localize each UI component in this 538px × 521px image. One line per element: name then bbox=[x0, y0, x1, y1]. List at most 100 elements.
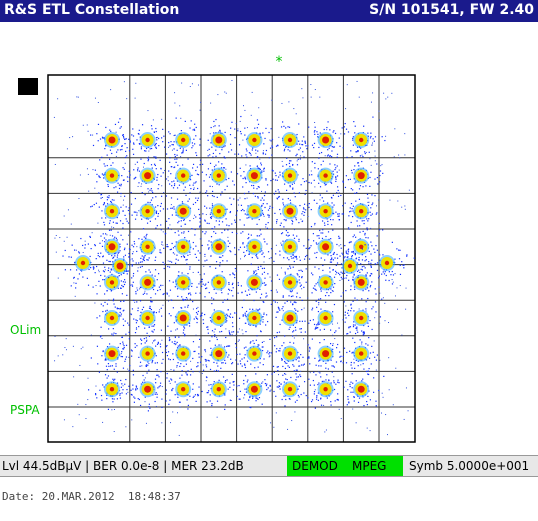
noise-dot bbox=[55, 251, 57, 253]
spread-dot bbox=[348, 228, 350, 230]
spread-dot bbox=[201, 356, 203, 358]
spread-dot bbox=[104, 165, 106, 167]
spread-dot bbox=[367, 135, 370, 137]
spread-dot bbox=[248, 323, 250, 325]
spread-dot bbox=[369, 176, 371, 179]
spread-dot bbox=[266, 295, 268, 297]
spread-dot bbox=[396, 248, 398, 250]
spread-dot bbox=[152, 288, 155, 291]
spread-dot bbox=[263, 282, 266, 284]
spread-dot bbox=[242, 243, 244, 245]
spread-dot bbox=[199, 159, 202, 161]
noise-dot bbox=[174, 102, 176, 104]
noise-dot bbox=[258, 107, 260, 109]
spread-dot bbox=[199, 338, 201, 340]
date: Date: 20.MAR.2012 18:48:37 bbox=[2, 490, 181, 503]
spread-dot bbox=[199, 292, 201, 294]
spread-dot bbox=[89, 235, 91, 238]
spread-dot bbox=[211, 204, 214, 206]
spread-dot bbox=[345, 380, 347, 382]
spread-dot bbox=[371, 259, 373, 261]
spread-dot bbox=[122, 285, 124, 288]
noise-dot bbox=[276, 222, 278, 224]
spread-dot bbox=[294, 255, 296, 258]
spread-dot bbox=[252, 184, 255, 187]
spread-dot bbox=[119, 394, 121, 396]
spread-dot bbox=[209, 266, 211, 268]
spread-dot bbox=[321, 220, 324, 222]
spread-dot bbox=[262, 153, 264, 155]
spread-dot bbox=[216, 362, 218, 364]
spread-dot bbox=[115, 332, 117, 335]
spread-dot bbox=[181, 201, 184, 203]
spread-dot bbox=[369, 137, 372, 139]
spread-dot bbox=[122, 227, 124, 229]
spread-dot bbox=[227, 388, 229, 390]
spread-dot bbox=[312, 233, 314, 235]
noise-dot bbox=[92, 134, 94, 136]
spread-dot bbox=[154, 164, 156, 167]
spread-dot bbox=[166, 377, 168, 379]
spread-dot bbox=[346, 351, 348, 354]
spread-dot bbox=[323, 328, 326, 330]
spread-dot bbox=[175, 117, 177, 119]
spread-dot bbox=[157, 212, 160, 215]
spread-dot bbox=[265, 296, 267, 298]
spread-dot bbox=[359, 185, 362, 187]
noise-dot bbox=[295, 113, 297, 115]
spread-dot bbox=[379, 181, 381, 183]
spread-dot bbox=[264, 241, 266, 243]
noise-dot bbox=[385, 98, 387, 100]
spread-dot bbox=[229, 399, 231, 401]
spread-dot bbox=[232, 272, 234, 274]
spread-dot bbox=[297, 394, 300, 397]
spread-dot bbox=[259, 323, 261, 325]
spread-dot bbox=[327, 121, 329, 123]
noise-dot bbox=[168, 146, 170, 148]
spread-dot bbox=[322, 232, 324, 234]
spread-dot bbox=[147, 201, 149, 204]
spread-dot bbox=[363, 331, 365, 333]
spread-dot bbox=[169, 145, 171, 147]
spread-dot bbox=[357, 162, 359, 164]
spread-dot bbox=[261, 346, 263, 348]
spread-dot bbox=[160, 252, 162, 254]
spread-dot bbox=[295, 217, 297, 219]
spread-dot bbox=[174, 262, 177, 264]
spread-dot bbox=[106, 243, 108, 245]
spread-dot bbox=[248, 253, 250, 256]
spread-dot bbox=[370, 214, 372, 216]
spread-dot bbox=[292, 253, 294, 256]
spread-dot bbox=[190, 120, 192, 122]
spread-dot bbox=[280, 213, 282, 215]
noise-dot bbox=[293, 108, 295, 110]
spread-dot bbox=[331, 365, 333, 367]
spread-dot bbox=[145, 337, 147, 339]
noise-dot bbox=[381, 392, 383, 394]
spread-dot bbox=[257, 196, 259, 198]
spread-dot bbox=[374, 195, 376, 197]
spread-dot bbox=[340, 276, 342, 278]
noise-dot bbox=[111, 264, 113, 266]
spread-dot bbox=[111, 254, 113, 257]
spread-dot bbox=[261, 267, 264, 270]
spread-dot bbox=[125, 356, 128, 358]
noise-dot bbox=[384, 320, 386, 322]
spread-dot bbox=[294, 308, 296, 310]
spread-dot bbox=[175, 258, 177, 260]
spread-dot bbox=[202, 283, 204, 285]
spread-dot bbox=[263, 271, 266, 273]
spread-dot bbox=[177, 164, 179, 166]
spread-dot bbox=[122, 389, 124, 391]
spread-dot bbox=[316, 131, 318, 133]
spread-dot bbox=[172, 353, 174, 355]
noise-dot bbox=[86, 124, 88, 126]
spread-dot bbox=[363, 222, 365, 225]
spread-dot bbox=[204, 260, 206, 262]
spread-dot bbox=[283, 183, 286, 185]
spread-dot bbox=[145, 364, 148, 366]
spread-dot bbox=[267, 209, 270, 211]
spread-dot bbox=[366, 193, 369, 195]
spread-dot bbox=[97, 123, 100, 126]
spread-dot bbox=[226, 315, 229, 317]
